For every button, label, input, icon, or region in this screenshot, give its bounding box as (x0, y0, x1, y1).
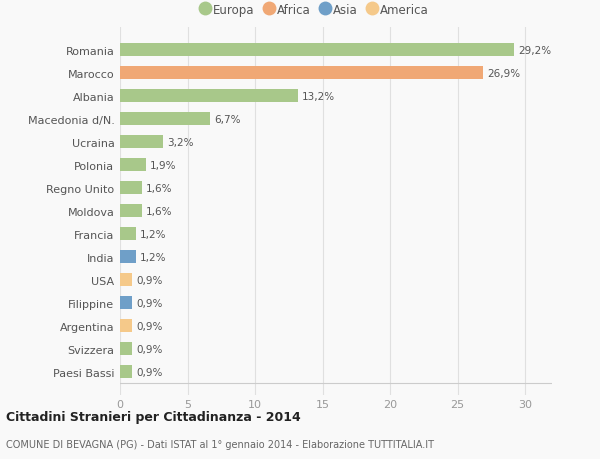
Bar (120, 342, 132, 355)
Bar (120, 251, 136, 263)
Bar (120, 319, 132, 332)
Text: 1,2%: 1,2% (140, 229, 167, 239)
Text: 1,9%: 1,9% (150, 160, 176, 170)
Text: 1,2%: 1,2% (140, 252, 167, 262)
Bar (120, 274, 132, 286)
Bar (120, 228, 136, 241)
Text: 6,7%: 6,7% (215, 114, 241, 124)
Bar (120, 44, 514, 57)
Text: 26,9%: 26,9% (487, 68, 520, 78)
Bar (120, 90, 298, 103)
Text: Cittadini Stranieri per Cittadinanza - 2014: Cittadini Stranieri per Cittadinanza - 2… (6, 410, 301, 423)
Text: 0,9%: 0,9% (136, 298, 163, 308)
Bar (120, 136, 163, 149)
Bar (120, 205, 142, 218)
Text: 1,6%: 1,6% (146, 206, 172, 216)
Text: 3,2%: 3,2% (167, 137, 194, 147)
Bar (120, 159, 146, 172)
Text: 0,9%: 0,9% (136, 367, 163, 377)
Bar (120, 182, 142, 195)
Text: 29,2%: 29,2% (518, 45, 551, 56)
Bar (120, 113, 211, 126)
Bar (120, 67, 483, 80)
Bar (120, 297, 132, 309)
Text: 1,6%: 1,6% (146, 183, 172, 193)
Text: 0,9%: 0,9% (136, 344, 163, 354)
Text: 13,2%: 13,2% (302, 91, 335, 101)
Text: COMUNE DI BEVAGNA (PG) - Dati ISTAT al 1° gennaio 2014 - Elaborazione TUTTITALIA: COMUNE DI BEVAGNA (PG) - Dati ISTAT al 1… (6, 440, 434, 449)
Text: 0,9%: 0,9% (136, 321, 163, 331)
Text: 0,9%: 0,9% (136, 275, 163, 285)
Bar (120, 365, 132, 378)
Legend: Europa, Africa, Asia, America: Europa, Africa, Asia, America (200, 4, 429, 17)
